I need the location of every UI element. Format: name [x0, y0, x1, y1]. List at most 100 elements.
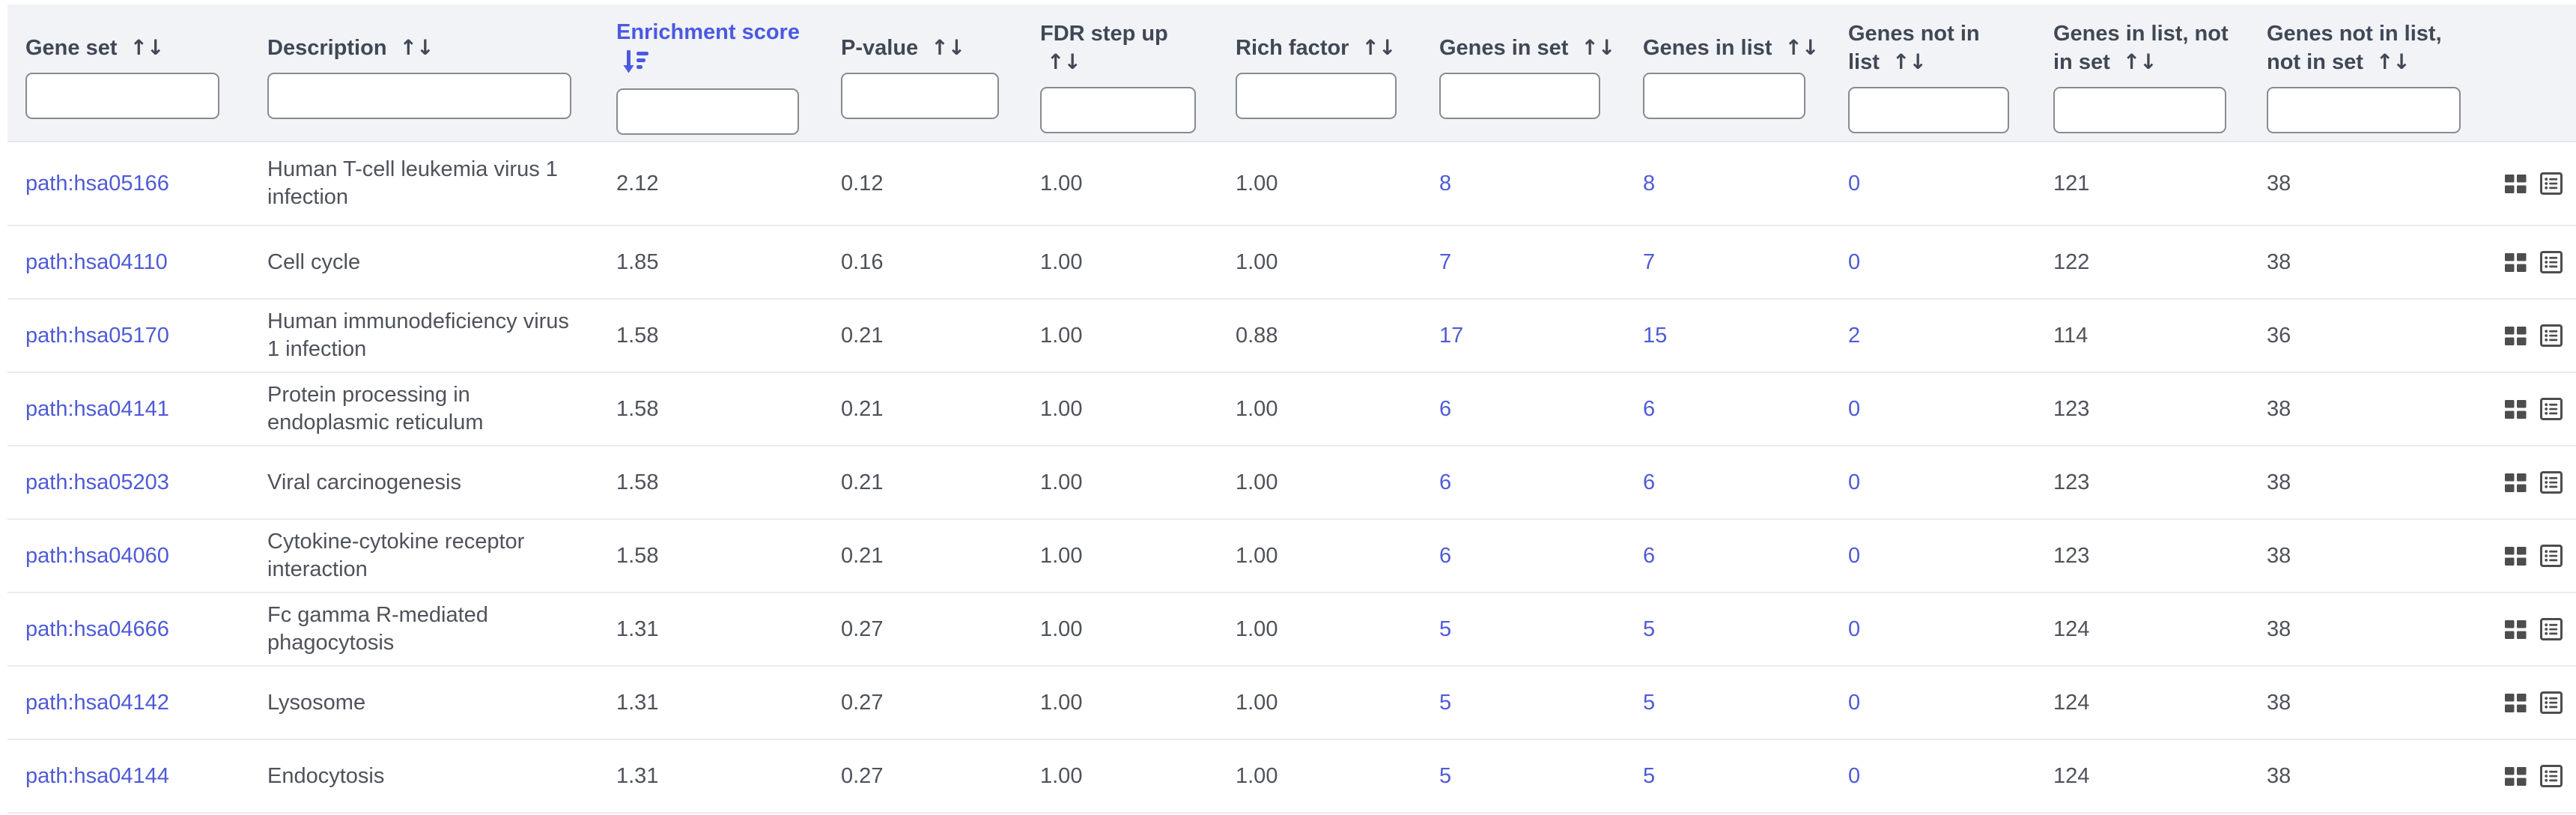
column-sort-header[interactable]: Enrichment score	[616, 19, 812, 78]
column-label: Genes in set	[1439, 36, 1569, 60]
genes-in-set-link[interactable]: 5	[1439, 616, 1452, 641]
genes-not-in-list-link[interactable]: 0	[1848, 690, 1861, 715]
column-sort-header[interactable]: Genes in list ↑↓	[1643, 34, 1819, 62]
cell-gene-set: path:hsa04666	[25, 593, 267, 665]
column-sort-header[interactable]: Genes not in list ↑↓	[1848, 20, 1984, 76]
grid-icon[interactable]	[2504, 252, 2527, 273]
genes-in-list-link[interactable]: 5	[1643, 616, 1656, 641]
cell-p-value: 0.27	[841, 690, 884, 715]
cell-genes-in-set: 5	[1439, 593, 1643, 665]
row-actions	[2501, 520, 2569, 592]
list-details-icon[interactable]	[2539, 544, 2563, 568]
grid-icon[interactable]	[2504, 766, 2527, 787]
cell-genes-not-in-list-not-in-set: 38	[2267, 763, 2291, 788]
list-details-icon[interactable]	[2539, 324, 2563, 348]
genes-in-set-link[interactable]: 5	[1439, 690, 1452, 715]
column-sort-header[interactable]: Genes not in list, not in set ↑↓	[2267, 20, 2455, 76]
genes-in-list-link[interactable]: 6	[1643, 543, 1656, 568]
filter-input-genes-in-set[interactable]	[1439, 73, 1600, 119]
genes-not-in-list-link[interactable]: 0	[1848, 763, 1861, 788]
genes-in-set-link[interactable]: 6	[1439, 396, 1452, 421]
genes-not-in-list-link[interactable]: 2	[1848, 323, 1861, 348]
genes-in-set-link[interactable]: 7	[1439, 249, 1452, 274]
gene-set-link[interactable]: path:hsa04141	[25, 396, 169, 421]
gene-set-link[interactable]: path:hsa04142	[25, 690, 169, 715]
filter-input-genes-not-in-list-not-in-set[interactable]	[2267, 86, 2461, 133]
sort-icon: ↑↓	[1784, 35, 1820, 60]
grid-icon[interactable]	[2504, 692, 2527, 714]
genes-in-list-link[interactable]: 6	[1643, 470, 1656, 494]
cell-rich-factor: 1.00	[1236, 396, 1278, 421]
grid-icon[interactable]	[2504, 545, 2527, 567]
genes-in-list-link[interactable]: 5	[1643, 763, 1656, 788]
column-sort-header[interactable]: Description ↑↓	[267, 34, 434, 62]
sort-icon: ↑↓	[1581, 35, 1616, 60]
genes-in-set-link[interactable]: 5	[1439, 763, 1452, 788]
gene-set-link[interactable]: path:hsa05203	[25, 470, 169, 494]
filter-input-genes-not-in-list[interactable]	[1848, 86, 2009, 133]
genes-not-in-list-link[interactable]: 0	[1848, 396, 1861, 421]
grid-icon[interactable]	[2504, 325, 2527, 347]
column-label: Genes in list	[1643, 36, 1772, 60]
filter-input-p-value[interactable]	[841, 73, 999, 119]
filter-input-enrichment-score[interactable]	[616, 88, 799, 135]
filter-input-rich-factor[interactable]	[1236, 73, 1397, 119]
list-details-icon[interactable]	[2539, 764, 2563, 788]
filter-input-genes-in-list-not-in-set[interactable]	[2053, 86, 2226, 133]
list-details-icon[interactable]	[2539, 250, 2563, 274]
grid-icon[interactable]	[2504, 173, 2527, 195]
cell-description: Human immunodeficiency virus 1 infection	[267, 300, 616, 372]
cell-description: Lysosome	[267, 667, 616, 739]
grid-icon[interactable]	[2504, 472, 2527, 494]
genes-in-set-link[interactable]: 8	[1439, 171, 1452, 196]
gene-set-link[interactable]: path:hsa04060	[25, 543, 169, 568]
cell-enrichment-score: 1.31	[616, 616, 659, 641]
filter-input-fdr-step-up[interactable]	[1040, 86, 1196, 133]
column-header-p-value: P-value ↑↓	[841, 4, 1040, 141]
cell-p-value: 0.27	[841, 763, 884, 788]
gene-set-link[interactable]: path:hsa05170	[25, 323, 169, 348]
column-sort-header[interactable]: Gene set ↑↓	[25, 34, 165, 62]
gene-set-link[interactable]: path:hsa04144	[25, 763, 169, 788]
column-header-enrichment-score: Enrichment score	[616, 4, 841, 141]
column-label: Rich factor	[1236, 36, 1349, 60]
filter-input-gene-set[interactable]	[25, 73, 219, 119]
list-details-icon[interactable]	[2539, 617, 2563, 641]
table-row: path:hsa04144 Endocytosis 1.31 0.27 1.00…	[7, 740, 2576, 814]
cell-gene-set: path:hsa05166	[25, 142, 267, 225]
genes-in-set-link[interactable]: 6	[1439, 470, 1452, 494]
grid-icon[interactable]	[2504, 399, 2527, 420]
cell-genes-in-list: 6	[1643, 373, 1848, 445]
genes-in-set-link[interactable]: 17	[1439, 323, 1464, 348]
column-sort-header[interactable]: Rich factor ↑↓	[1236, 34, 1396, 62]
list-details-icon[interactable]	[2539, 172, 2563, 196]
cell-description: Viral carcinogenesis	[267, 446, 616, 518]
gene-set-link[interactable]: path:hsa04666	[25, 616, 169, 641]
genes-in-list-link[interactable]: 7	[1643, 249, 1656, 274]
genes-in-list-link[interactable]: 6	[1643, 396, 1656, 421]
column-sort-header[interactable]: P-value ↑↓	[841, 34, 965, 62]
cell-genes-not-in-list-not-in-set: 38	[2267, 470, 2291, 494]
grid-icon[interactable]	[2504, 619, 2527, 640]
cell-genes-not-in-list: 0	[1848, 520, 2053, 592]
list-details-icon[interactable]	[2539, 397, 2563, 421]
gene-set-link[interactable]: path:hsa05166	[25, 171, 169, 196]
column-sort-header[interactable]: Genes in set ↑↓	[1439, 34, 1615, 62]
filter-input-genes-in-list[interactable]	[1643, 73, 1805, 119]
column-sort-header[interactable]: Genes in list, not in set ↑↓	[2053, 20, 2242, 76]
genes-not-in-list-link[interactable]: 0	[1848, 470, 1861, 494]
column-sort-header[interactable]: FDR step up ↑↓	[1040, 20, 1169, 76]
list-details-icon[interactable]	[2539, 470, 2563, 494]
genes-in-list-link[interactable]: 15	[1643, 323, 1668, 348]
genes-not-in-list-link[interactable]: 0	[1848, 543, 1861, 568]
gene-set-link[interactable]: path:hsa04110	[25, 249, 168, 274]
genes-not-in-list-link[interactable]: 0	[1848, 171, 1861, 196]
genes-not-in-list-link[interactable]: 0	[1848, 616, 1861, 641]
genes-not-in-list-link[interactable]: 0	[1848, 249, 1861, 274]
genes-in-list-link[interactable]: 8	[1643, 171, 1656, 196]
filter-input-description[interactable]	[267, 73, 571, 119]
genes-in-list-link[interactable]: 5	[1643, 690, 1656, 715]
genes-in-set-link[interactable]: 6	[1439, 543, 1452, 568]
cell-genes-in-list-not-in-set: 123	[2053, 543, 2090, 568]
list-details-icon[interactable]	[2539, 691, 2563, 715]
